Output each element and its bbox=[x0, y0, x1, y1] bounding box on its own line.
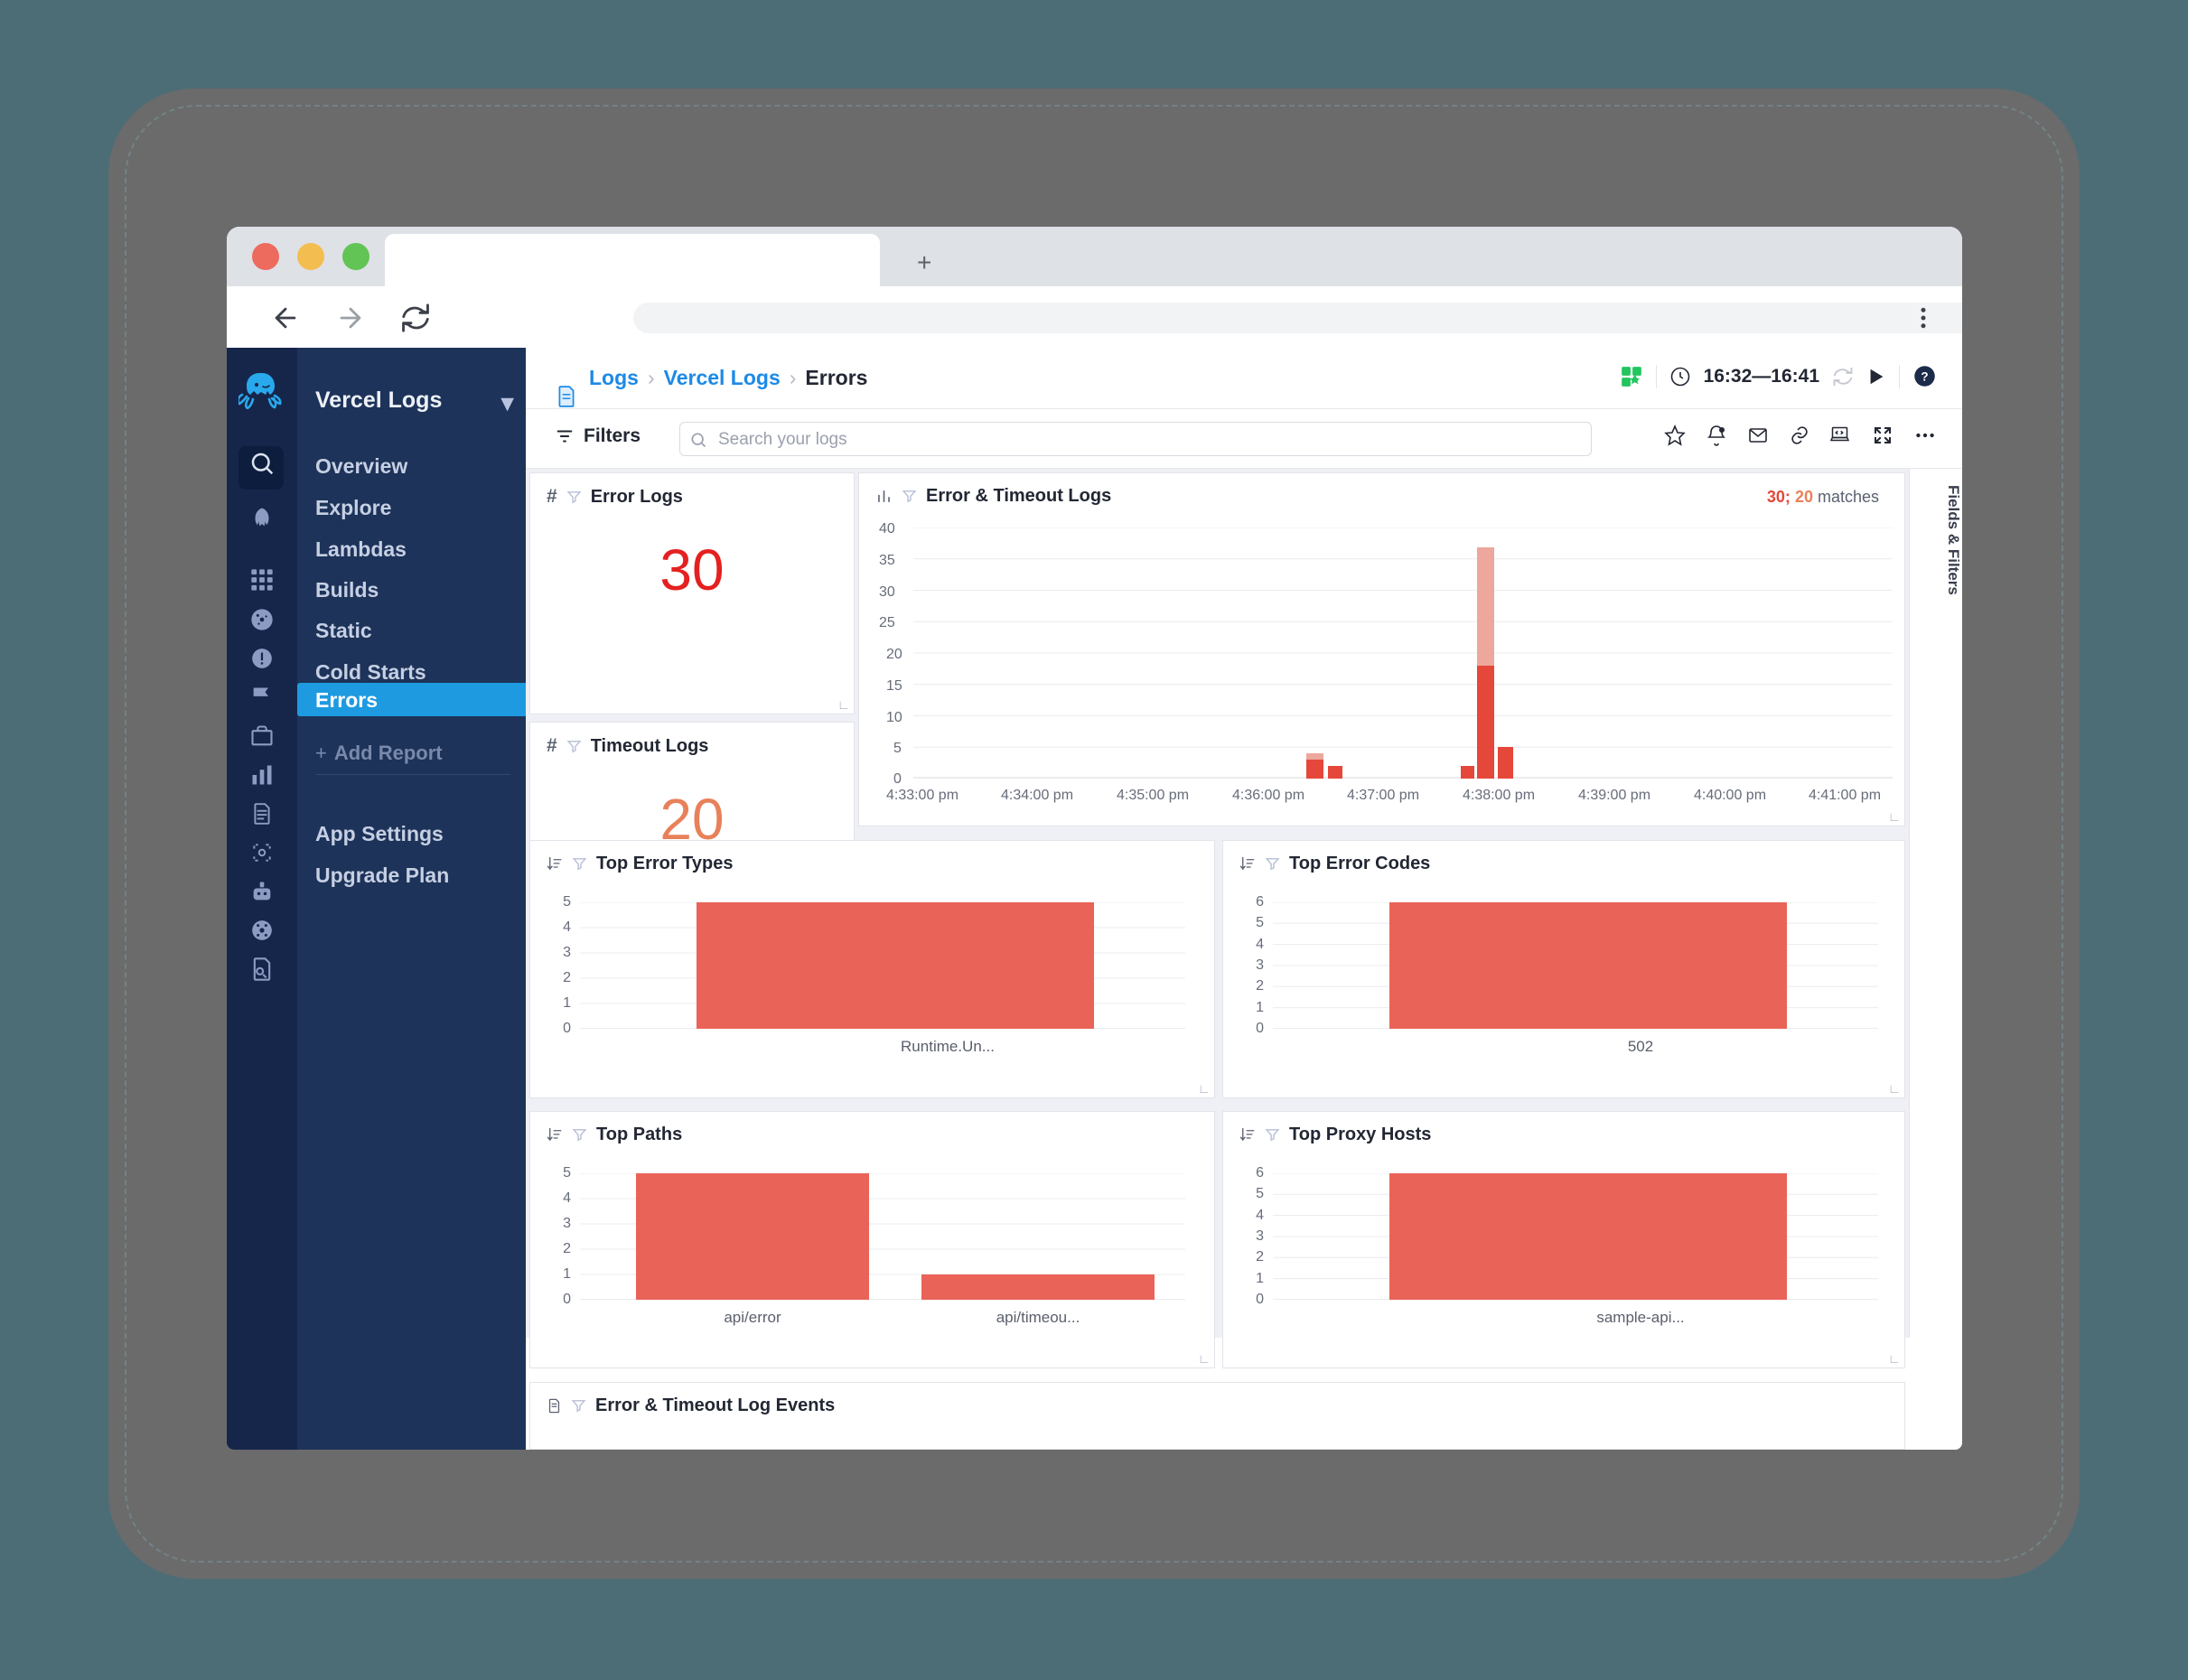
svg-text:?: ? bbox=[1921, 370, 1928, 384]
